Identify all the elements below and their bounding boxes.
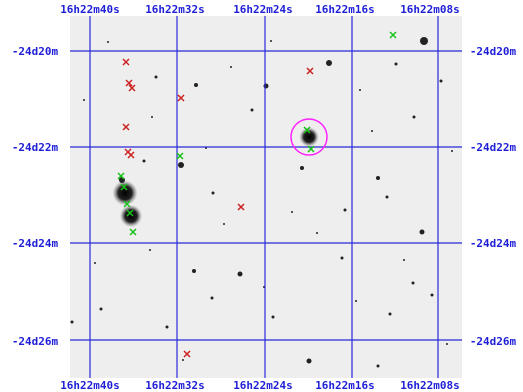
star xyxy=(99,307,103,311)
star xyxy=(306,358,312,364)
red-marker[interactable] xyxy=(122,58,130,66)
star xyxy=(419,229,425,235)
ra-label-top-3: 16h22m16s xyxy=(315,3,375,16)
star xyxy=(94,262,96,264)
star xyxy=(178,162,184,168)
red-marker[interactable] xyxy=(122,123,130,131)
green-marker[interactable] xyxy=(117,172,125,180)
star xyxy=(250,108,254,112)
star xyxy=(151,116,153,118)
dec-label-left-2: -24d24m xyxy=(12,237,59,250)
star xyxy=(270,40,272,42)
ra-label-bottom-4: 16h22m08s xyxy=(400,379,460,392)
dec-label-right-0: -24d20m xyxy=(470,45,517,58)
red-marker[interactable] xyxy=(127,151,135,159)
dec-label-left-1: -24d22m xyxy=(12,141,59,154)
dec-label-right-2: -24d24m xyxy=(470,237,517,250)
ra-label-top-2: 16h22m24s xyxy=(233,3,293,16)
star xyxy=(194,83,198,87)
dec-label-right-1: -24d22m xyxy=(470,141,517,154)
star xyxy=(316,232,318,234)
star xyxy=(230,66,232,68)
ra-label-bottom-3: 16h22m16s xyxy=(315,379,375,392)
star xyxy=(223,223,225,225)
star xyxy=(112,180,138,206)
catalog-markers xyxy=(117,31,397,358)
dec-label-left-0: -24d20m xyxy=(12,45,59,58)
star xyxy=(343,208,347,212)
star xyxy=(451,150,453,152)
star xyxy=(211,191,215,195)
green-marker[interactable] xyxy=(129,228,137,236)
red-marker[interactable] xyxy=(125,79,133,87)
selection-circle[interactable] xyxy=(290,118,328,156)
ra-label-top-1: 16h22m32s xyxy=(145,3,205,16)
star xyxy=(412,115,416,119)
star xyxy=(192,269,196,273)
green-marker[interactable] xyxy=(303,126,311,134)
star xyxy=(149,249,151,251)
star xyxy=(300,166,304,170)
green-marker[interactable] xyxy=(123,200,131,208)
star xyxy=(340,256,344,260)
ra-label-bottom-0: 16h22m40s xyxy=(60,379,120,392)
green-marker[interactable] xyxy=(389,31,397,39)
star xyxy=(326,60,332,66)
ra-label-top-0: 16h22m40s xyxy=(60,3,120,16)
red-marker[interactable] xyxy=(306,67,314,75)
ra-label-bottom-1: 16h22m32s xyxy=(145,379,205,392)
star xyxy=(430,293,434,297)
star xyxy=(388,312,392,316)
star xyxy=(411,281,415,285)
star xyxy=(359,89,361,91)
ra-label-top-4: 16h22m08s xyxy=(400,3,460,16)
star xyxy=(165,325,169,329)
green-marker[interactable] xyxy=(307,145,315,153)
star xyxy=(420,37,428,45)
star xyxy=(83,99,85,101)
star xyxy=(237,271,243,277)
green-marker[interactable] xyxy=(126,209,134,217)
star xyxy=(271,315,275,319)
star xyxy=(376,364,380,368)
red-marker[interactable] xyxy=(237,203,245,211)
red-marker[interactable] xyxy=(177,94,185,102)
star xyxy=(376,176,380,180)
star xyxy=(403,259,405,261)
green-marker[interactable] xyxy=(176,152,184,160)
star xyxy=(154,75,158,79)
dec-label-right-3: -24d26m xyxy=(470,335,517,348)
star xyxy=(299,127,319,147)
star xyxy=(263,83,269,89)
star xyxy=(182,359,184,361)
coordinate-grid xyxy=(70,16,462,378)
red-marker[interactable] xyxy=(183,350,191,358)
green-marker[interactable] xyxy=(120,183,128,191)
star xyxy=(70,320,74,324)
star xyxy=(291,211,293,213)
star xyxy=(446,343,448,345)
star xyxy=(355,300,357,302)
star xyxy=(107,41,109,43)
star xyxy=(371,130,373,132)
ra-label-bottom-2: 16h22m24s xyxy=(233,379,293,392)
red-marker[interactable] xyxy=(128,84,136,92)
star xyxy=(142,159,146,163)
star xyxy=(439,79,443,83)
dec-label-left-3: -24d26m xyxy=(12,335,59,348)
star xyxy=(210,296,214,300)
star xyxy=(119,204,143,228)
star xyxy=(385,195,389,199)
star xyxy=(394,62,398,66)
